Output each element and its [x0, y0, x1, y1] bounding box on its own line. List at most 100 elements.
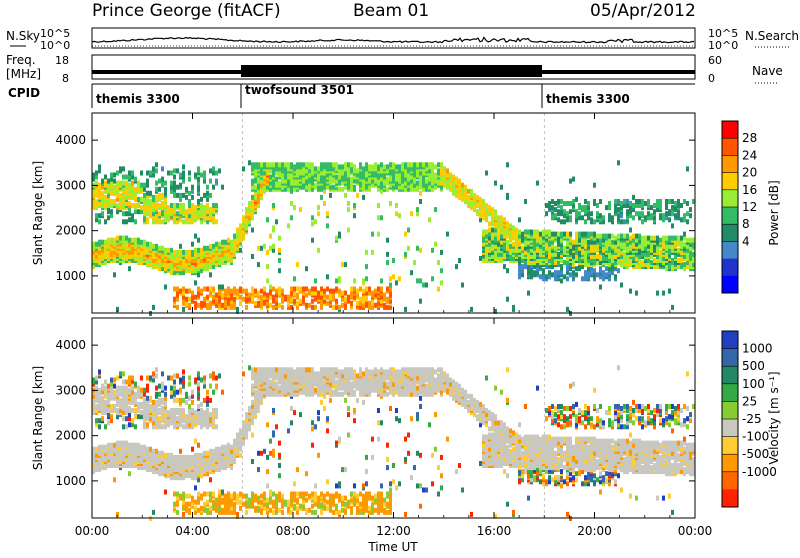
power-cell — [428, 162, 431, 167]
power-cell — [176, 168, 179, 173]
power-cell — [200, 203, 203, 208]
power-cell — [299, 162, 302, 167]
power-cell — [638, 211, 641, 216]
velocity-cell — [149, 396, 152, 401]
velocity-cell — [110, 378, 113, 383]
power-cell — [188, 297, 191, 302]
power-cell — [602, 270, 605, 275]
nsky-tick-bottom: 10^0 — [40, 39, 70, 52]
power-cell — [533, 230, 536, 235]
power-cell — [194, 205, 197, 210]
power-cell — [272, 244, 275, 249]
power-cell — [593, 183, 596, 188]
power-cell — [128, 238, 131, 243]
power-cell — [578, 203, 581, 208]
power-cell — [362, 278, 365, 283]
power-cell — [140, 183, 143, 188]
power-cell — [683, 213, 686, 218]
power-cell — [320, 195, 323, 200]
power-cell — [149, 242, 152, 247]
power-cell — [257, 246, 260, 251]
power-cell — [332, 289, 335, 294]
power-cell — [356, 289, 359, 294]
velocity-cell — [176, 416, 179, 421]
power-cell — [437, 162, 440, 167]
power-cell — [362, 289, 365, 294]
velocity-cell — [113, 443, 116, 448]
power-cell — [368, 287, 371, 292]
power-cell — [653, 258, 656, 263]
power-cell — [686, 219, 689, 224]
power-cell — [347, 295, 350, 300]
power-cell — [593, 219, 596, 224]
velocity-cell — [179, 455, 182, 460]
power-cell — [167, 248, 170, 253]
velocity-cell — [134, 408, 137, 413]
power-cell — [113, 173, 116, 178]
velocity-cell — [173, 408, 176, 413]
velocity-cell — [221, 445, 224, 450]
y-tick-label: 4000 — [55, 133, 86, 147]
power-cell — [116, 171, 119, 176]
power-cell — [563, 232, 566, 237]
power-cell — [425, 162, 428, 167]
velocity-cell — [128, 406, 131, 411]
power-cell — [623, 234, 626, 239]
power-cell — [350, 162, 353, 167]
power-cell — [188, 289, 191, 294]
power-cell — [431, 248, 434, 253]
power-cell — [230, 289, 233, 294]
power-cell — [320, 162, 323, 167]
power-cell — [461, 283, 464, 288]
power-cell — [122, 219, 125, 224]
power-cell — [161, 177, 164, 182]
power-cell — [386, 305, 389, 310]
velocity-cell — [203, 376, 206, 381]
power-cell — [680, 236, 683, 241]
velocity-cell — [161, 451, 164, 456]
y-tick-label: 3000 — [55, 178, 86, 192]
power-cell — [506, 240, 509, 245]
power-cell — [326, 301, 329, 306]
velocity-cell — [158, 384, 161, 389]
power-cell — [209, 287, 212, 292]
power-cell — [386, 164, 389, 169]
velocity-cell — [113, 477, 116, 482]
power-cell — [197, 287, 200, 292]
power-cell — [239, 301, 242, 306]
velocity-cell — [131, 418, 134, 423]
power-cell — [557, 217, 560, 222]
power-cell — [251, 195, 254, 200]
velocity-cell — [125, 441, 128, 446]
power-cell — [326, 162, 329, 167]
velocity-cell — [164, 392, 167, 397]
power-cell — [95, 199, 98, 204]
power-cell — [332, 162, 335, 167]
velocity-cell — [200, 402, 203, 407]
velocity-cell — [152, 449, 155, 454]
power-cell — [122, 181, 125, 186]
power-cell — [389, 162, 392, 167]
power-cell — [617, 199, 620, 204]
velocity-cell — [239, 506, 242, 511]
power-cell — [374, 289, 377, 294]
power-cell — [386, 260, 389, 265]
velocity-cell — [122, 371, 125, 376]
velocity-cell — [152, 371, 155, 376]
power-cell — [491, 207, 494, 212]
power-cell — [659, 213, 662, 218]
power-cell — [671, 236, 674, 241]
velocity-cell — [173, 492, 176, 497]
power-cell — [617, 207, 620, 212]
power-cell — [605, 234, 608, 239]
power-cell — [311, 305, 314, 310]
velocity-cell — [194, 485, 197, 490]
power-cell — [548, 270, 551, 275]
power-cell — [179, 193, 182, 198]
velocity-cell — [245, 412, 248, 417]
power-cell — [131, 171, 134, 176]
power-cell — [125, 175, 128, 180]
velocity-cell — [236, 494, 239, 499]
power-cell — [158, 193, 161, 198]
power-cell — [605, 205, 608, 210]
